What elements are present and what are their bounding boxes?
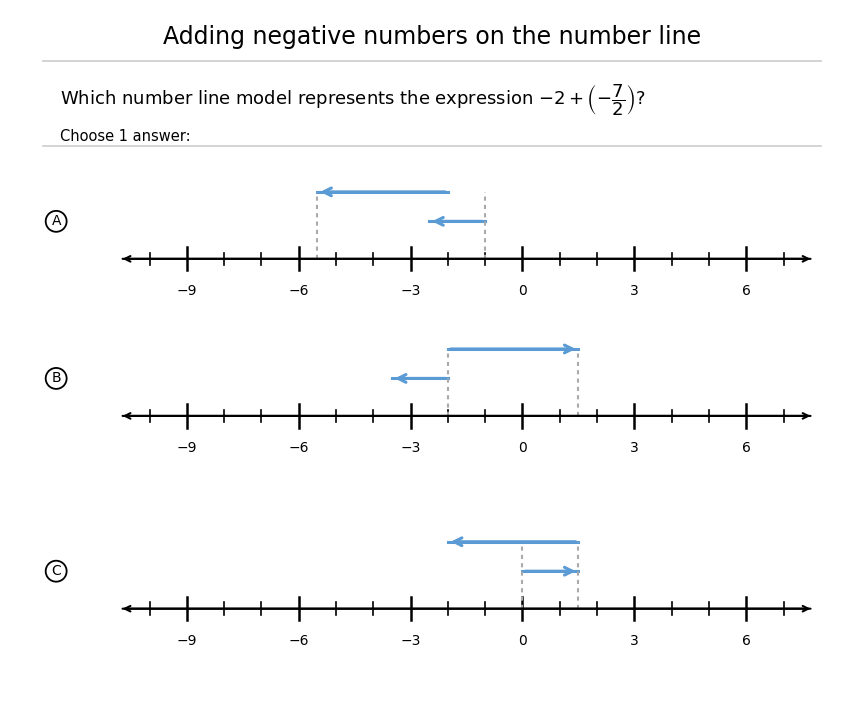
Text: 0: 0	[518, 441, 527, 455]
Text: 3: 3	[630, 284, 638, 298]
Text: −9: −9	[176, 634, 197, 648]
Text: −6: −6	[289, 634, 309, 648]
Text: A: A	[52, 214, 60, 228]
Text: B: B	[51, 371, 61, 386]
Text: −3: −3	[400, 284, 421, 298]
Text: 6: 6	[742, 284, 751, 298]
Text: −6: −6	[289, 441, 309, 455]
Text: 3: 3	[630, 634, 638, 648]
Text: Which number line model represents the expression $-2 + \left(-\dfrac{7}{2}\righ: Which number line model represents the e…	[60, 82, 646, 118]
Text: C: C	[51, 564, 61, 578]
Text: Choose 1 answer:: Choose 1 answer:	[60, 129, 191, 144]
Text: 0: 0	[518, 634, 527, 648]
Text: 6: 6	[742, 634, 751, 648]
Text: Adding negative numbers on the number line: Adding negative numbers on the number li…	[163, 25, 701, 49]
Text: 3: 3	[630, 441, 638, 455]
Text: 6: 6	[742, 441, 751, 455]
Text: −3: −3	[400, 441, 421, 455]
Text: −6: −6	[289, 284, 309, 298]
Text: 0: 0	[518, 284, 527, 298]
Text: −3: −3	[400, 634, 421, 648]
Text: −9: −9	[176, 284, 197, 298]
Text: −9: −9	[176, 441, 197, 455]
